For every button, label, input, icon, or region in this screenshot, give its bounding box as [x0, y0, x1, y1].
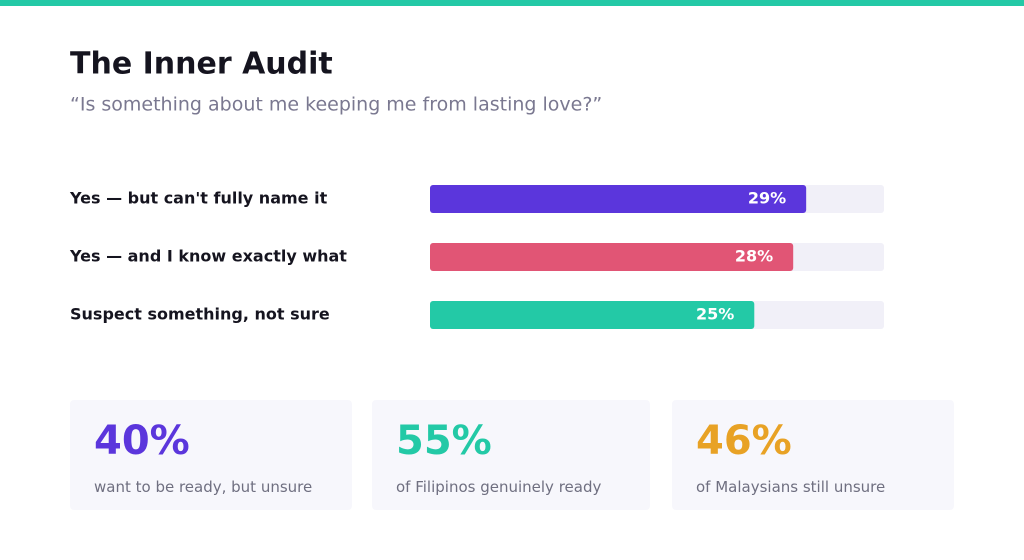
stat-figure: 55% [396, 418, 492, 464]
bar [430, 185, 807, 213]
stat-caption: want to be ready, but unsure [94, 478, 313, 496]
chart-title: The Inner Audit [70, 47, 333, 82]
stat-caption: of Malaysians still unsure [696, 478, 886, 496]
stat-card: 40% want to be ready, but unsure [70, 400, 352, 510]
value-label: 29% [748, 189, 786, 208]
bar [430, 243, 794, 271]
stat-figure: 40% [94, 418, 190, 464]
stat-card: 55% of Filipinos genuinely ready [372, 400, 650, 510]
stat-caption: of Filipinos genuinely ready [396, 478, 602, 496]
stat-card: 46% of Malaysians still unsure [672, 400, 954, 510]
value-label: 28% [735, 247, 773, 266]
category-label: Suspect something, not sure [70, 305, 330, 324]
stat-figure: 46% [696, 418, 792, 464]
top-accent [0, 0, 1024, 6]
bar [430, 301, 755, 329]
value-label: 25% [696, 305, 734, 324]
category-label: Yes — and I know exactly what [69, 247, 347, 266]
category-label: Yes — but can't fully name it [69, 189, 328, 208]
chart-subtitle: “Is something about me keeping me from l… [70, 94, 602, 116]
